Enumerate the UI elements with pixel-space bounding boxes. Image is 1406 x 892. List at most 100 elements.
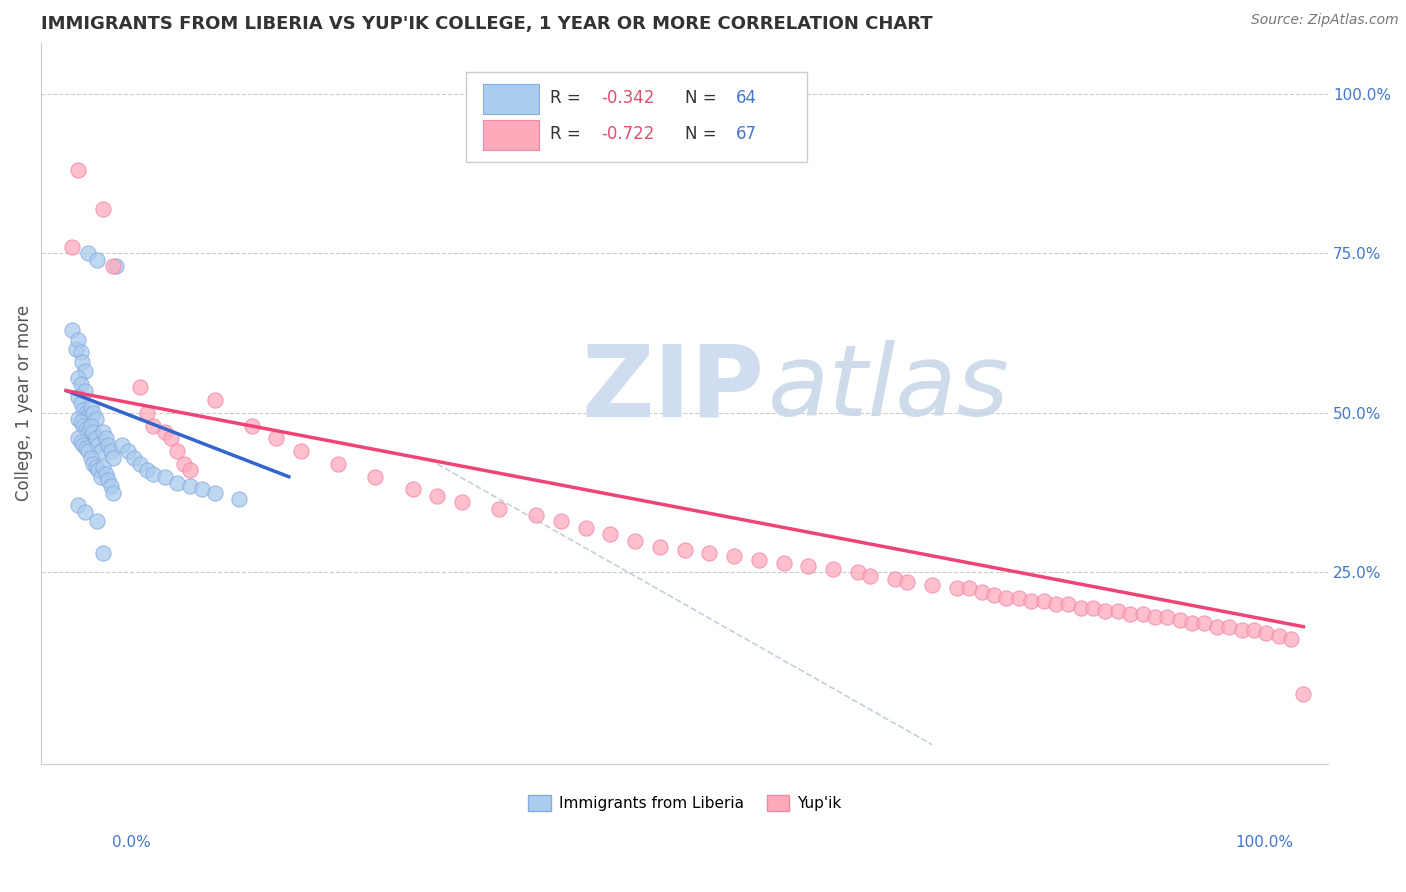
- Point: [995, 591, 1018, 605]
- Point: [204, 485, 226, 500]
- Point: [72, 402, 94, 417]
- Point: [884, 572, 907, 586]
- Point: [82, 457, 104, 471]
- Point: [1230, 623, 1253, 637]
- Point: [91, 460, 114, 475]
- Point: [82, 406, 104, 420]
- Point: [129, 457, 152, 471]
- Point: [772, 556, 794, 570]
- Point: [75, 406, 97, 420]
- Point: [100, 479, 122, 493]
- Point: [648, 540, 671, 554]
- Point: [846, 566, 869, 580]
- Point: [173, 457, 195, 471]
- Point: [80, 400, 103, 414]
- FancyBboxPatch shape: [465, 71, 807, 161]
- Point: [266, 432, 288, 446]
- Point: [117, 444, 139, 458]
- Point: [86, 252, 108, 267]
- Point: [426, 489, 449, 503]
- Point: [1168, 613, 1191, 627]
- Point: [84, 460, 107, 475]
- Point: [90, 469, 112, 483]
- Point: [94, 467, 117, 481]
- Point: [65, 342, 87, 356]
- Point: [1143, 610, 1166, 624]
- Point: [1279, 632, 1302, 647]
- Point: [723, 549, 745, 564]
- Point: [1243, 623, 1265, 637]
- Point: [135, 463, 157, 477]
- Point: [1008, 591, 1031, 605]
- Point: [179, 479, 201, 493]
- Point: [80, 450, 103, 465]
- Point: [191, 483, 214, 497]
- Point: [1032, 594, 1054, 608]
- Point: [122, 450, 145, 465]
- Point: [101, 485, 124, 500]
- Point: [1132, 607, 1154, 621]
- Point: [87, 463, 110, 477]
- Point: [328, 457, 350, 471]
- Point: [87, 438, 110, 452]
- Point: [524, 508, 547, 522]
- Point: [91, 546, 114, 560]
- Point: [1156, 610, 1178, 624]
- Point: [1181, 616, 1204, 631]
- Point: [1057, 597, 1080, 611]
- Point: [84, 412, 107, 426]
- Text: 67: 67: [737, 126, 758, 144]
- Point: [1194, 616, 1216, 631]
- Point: [364, 469, 387, 483]
- Point: [77, 425, 100, 439]
- Point: [100, 444, 122, 458]
- Point: [240, 418, 263, 433]
- Point: [67, 163, 90, 178]
- Point: [73, 384, 96, 398]
- Point: [575, 521, 598, 535]
- Point: [1205, 620, 1227, 634]
- Point: [101, 450, 124, 465]
- Point: [77, 409, 100, 423]
- Point: [142, 467, 165, 481]
- Point: [91, 425, 114, 439]
- Legend: Immigrants from Liberia, Yup'ik: Immigrants from Liberia, Yup'ik: [522, 789, 848, 817]
- Point: [673, 543, 696, 558]
- Point: [983, 588, 1005, 602]
- Point: [67, 499, 90, 513]
- Text: -0.342: -0.342: [602, 89, 654, 107]
- Point: [97, 438, 120, 452]
- Point: [70, 416, 93, 430]
- Point: [179, 463, 201, 477]
- Point: [290, 444, 312, 458]
- Text: atlas: atlas: [768, 341, 1010, 437]
- Point: [80, 418, 103, 433]
- Point: [823, 562, 845, 576]
- Point: [1094, 604, 1116, 618]
- Point: [72, 438, 94, 452]
- Point: [859, 568, 882, 582]
- Point: [896, 574, 918, 589]
- Point: [75, 422, 97, 436]
- Point: [1256, 626, 1278, 640]
- Y-axis label: College, 1 year or more: College, 1 year or more: [15, 305, 32, 501]
- Point: [86, 515, 108, 529]
- Text: N =: N =: [685, 126, 721, 144]
- Point: [1070, 600, 1092, 615]
- Point: [166, 476, 188, 491]
- Point: [60, 240, 83, 254]
- Point: [67, 390, 90, 404]
- Point: [797, 559, 820, 574]
- Point: [921, 578, 943, 592]
- Point: [84, 432, 107, 446]
- Point: [73, 364, 96, 378]
- Point: [401, 483, 423, 497]
- Point: [75, 441, 97, 455]
- Point: [946, 582, 969, 596]
- Text: ZIP: ZIP: [582, 341, 765, 437]
- Point: [129, 380, 152, 394]
- Point: [97, 473, 120, 487]
- Point: [957, 582, 980, 596]
- Point: [970, 584, 993, 599]
- Point: [204, 393, 226, 408]
